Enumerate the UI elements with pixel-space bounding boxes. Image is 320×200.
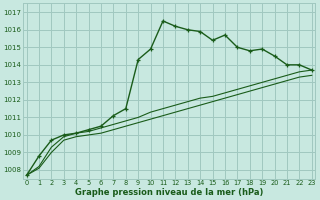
X-axis label: Graphe pression niveau de la mer (hPa): Graphe pression niveau de la mer (hPa) xyxy=(75,188,263,197)
